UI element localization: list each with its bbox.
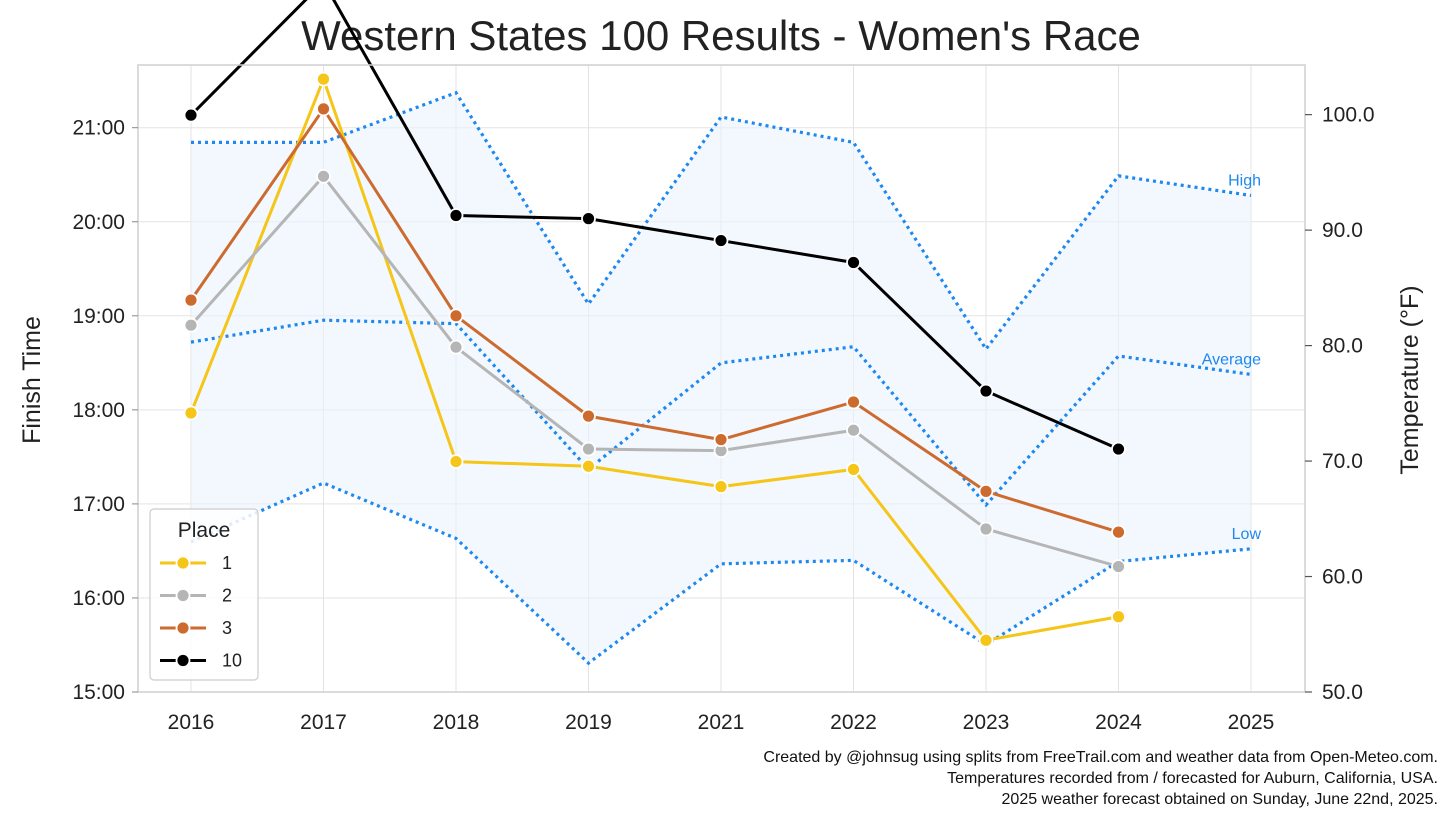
point-place-3 bbox=[978, 483, 994, 499]
plot-frame bbox=[137, 64, 1306, 693]
point-place-2 bbox=[1111, 559, 1126, 574]
point-place-10 bbox=[1111, 441, 1126, 457]
y-tick-label: 15:00 bbox=[72, 681, 125, 704]
point-place-3 bbox=[846, 394, 861, 410]
series-line-3 bbox=[189, 107, 1119, 534]
credits: Created by @johnsug using splits from Fr… bbox=[763, 749, 1438, 808]
x-tick-label: 2022 bbox=[830, 711, 877, 734]
point-place-3 bbox=[183, 292, 199, 308]
x-tick-label: 2025 bbox=[1228, 711, 1275, 734]
point-place-1 bbox=[1111, 609, 1126, 625]
temp-label-high: High bbox=[1228, 172, 1261, 189]
point-place-2 bbox=[183, 317, 199, 333]
y-tick-label: 17:00 bbox=[72, 493, 125, 516]
legend-swatch-marker bbox=[175, 620, 191, 636]
temperature-band bbox=[191, 92, 1251, 664]
legend-swatch-marker bbox=[175, 588, 191, 603]
point-place-1 bbox=[713, 479, 729, 495]
point-place-10 bbox=[713, 233, 729, 248]
x-tick-label: 2018 bbox=[433, 711, 480, 734]
point-place-1 bbox=[846, 462, 861, 477]
point-place-10 bbox=[846, 255, 861, 270]
temp-label-low: Low bbox=[1232, 526, 1262, 543]
series-line-2 bbox=[189, 174, 1119, 569]
legend: Place 1 2 3 10 bbox=[149, 508, 259, 681]
point-place-1 bbox=[183, 405, 199, 421]
x-tick-label: 2017 bbox=[300, 711, 347, 734]
point-place-10 bbox=[581, 211, 596, 227]
y2-tick-label: 90.0 bbox=[1322, 219, 1363, 242]
x-tick-label: 2021 bbox=[698, 711, 745, 734]
point-place-2 bbox=[316, 168, 331, 184]
series-line-10 bbox=[189, 0, 1120, 451]
point-place-2 bbox=[978, 521, 994, 537]
x-tick-label: 2024 bbox=[1095, 711, 1142, 734]
point-place-2 bbox=[581, 441, 596, 457]
legend-label-2: 2 bbox=[222, 586, 232, 606]
result-lines bbox=[183, 0, 1126, 648]
legend-label-1: 1 bbox=[222, 553, 232, 573]
y2-axis-label: Temperature (°F) bbox=[1396, 285, 1424, 474]
legend-title: Place bbox=[178, 519, 231, 542]
legend-label-3: 3 bbox=[222, 618, 232, 638]
point-place-2 bbox=[846, 422, 861, 438]
y-tick-label: 18:00 bbox=[72, 399, 125, 422]
legend-swatch-marker bbox=[175, 653, 191, 668]
credit-line-1: Created by @johnsug using splits from Fr… bbox=[763, 749, 1438, 766]
point-place-1 bbox=[448, 454, 464, 469]
point-place-3 bbox=[448, 308, 464, 324]
legend-label-10: 10 bbox=[222, 651, 242, 671]
x-tick-label: 2023 bbox=[963, 711, 1010, 734]
point-place-2 bbox=[448, 339, 464, 355]
legend-swatch-marker bbox=[175, 555, 191, 571]
y-axis-label: Finish Time bbox=[18, 316, 46, 444]
point-place-1 bbox=[316, 71, 331, 87]
point-place-10 bbox=[978, 383, 994, 399]
temperature-lines bbox=[190, 90, 1252, 666]
point-place-1 bbox=[581, 458, 596, 474]
temp-label-average: Average bbox=[1202, 351, 1261, 368]
point-place-10 bbox=[448, 208, 464, 223]
credit-line-2: Temperatures recorded from / forecasted … bbox=[947, 770, 1438, 787]
y-axis-ticks: 15:00 16:00 17:00 18:00 19:00 20:00 21:00 bbox=[72, 117, 138, 704]
y2-tick-label: 60.0 bbox=[1322, 566, 1363, 589]
y-tick-label: 20:00 bbox=[72, 211, 125, 234]
x-tick-label: 2019 bbox=[565, 711, 612, 734]
y2-tick-label: 80.0 bbox=[1322, 335, 1363, 358]
temp-line-low bbox=[190, 481, 1252, 666]
chart-title: Western States 100 Results - Women's Rac… bbox=[301, 12, 1141, 59]
y-tick-label: 19:00 bbox=[72, 305, 125, 328]
temperature-band-area bbox=[191, 92, 1251, 664]
point-place-1 bbox=[978, 632, 994, 648]
y2-axis-ticks: 50.0 60.0 70.0 80.0 90.0 100.0 bbox=[1305, 104, 1375, 704]
point-place-10 bbox=[183, 107, 199, 123]
x-tick-label: 2016 bbox=[168, 711, 215, 734]
y2-tick-label: 70.0 bbox=[1322, 450, 1363, 473]
y2-tick-label: 100.0 bbox=[1322, 104, 1375, 127]
y2-tick-label: 50.0 bbox=[1322, 681, 1363, 704]
point-place-3 bbox=[1111, 524, 1126, 540]
y-tick-label: 21:00 bbox=[72, 117, 125, 140]
point-place-3 bbox=[713, 432, 729, 448]
y-tick-label: 16:00 bbox=[72, 587, 125, 610]
x-axis-ticks: 2016 2017 2018 2019 2021 2022 2023 2024 2025 bbox=[168, 711, 1275, 734]
point-place-3 bbox=[581, 408, 596, 424]
temp-line-average bbox=[190, 318, 1252, 508]
temperature-labels: High Average Low bbox=[1202, 172, 1262, 542]
credit-line-3: 2025 weather forecast obtained on Sunday… bbox=[1002, 791, 1438, 808]
point-place-3 bbox=[316, 101, 331, 117]
